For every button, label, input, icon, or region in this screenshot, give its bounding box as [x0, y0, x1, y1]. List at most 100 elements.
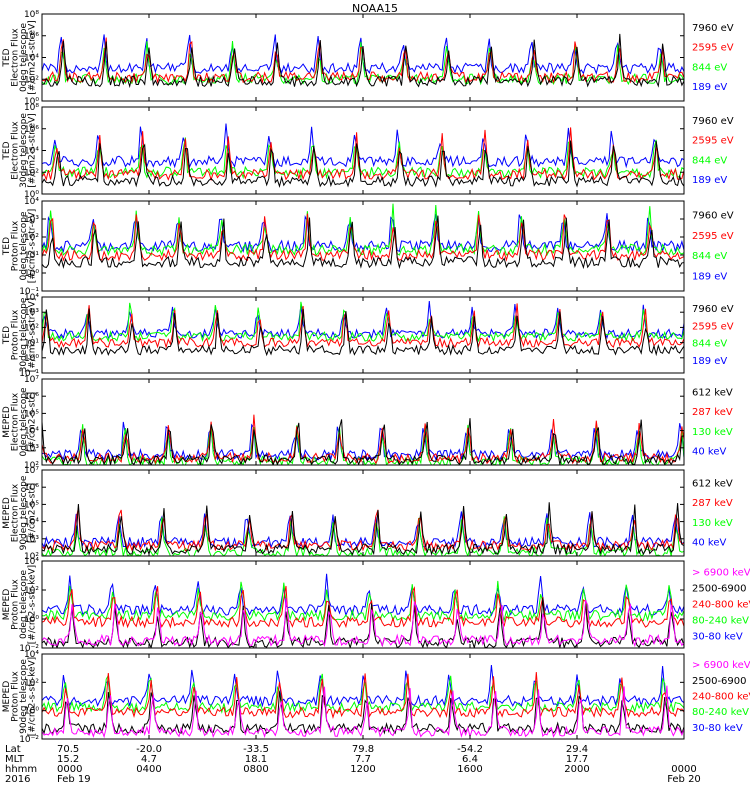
panel-5-ytick-label: 10⁵	[24, 409, 39, 419]
panel-2-ytick-label: 10²	[24, 168, 39, 178]
x-mlt-value: 4.7	[141, 754, 157, 765]
panel-2-legend-3: 844 eV	[692, 155, 727, 166]
panel-8-legend-2: 2500-6900	[692, 676, 747, 687]
x-hhmm-value: 1200	[350, 764, 375, 775]
panel-1-legend-1: 7960 eV	[692, 23, 734, 34]
panel-8-ytick-label: 10²	[24, 678, 39, 688]
panel-8-series-2	[42, 691, 684, 736]
x-date-value: Feb 19	[57, 774, 91, 785]
x-lat-value: 29.4	[566, 744, 588, 755]
panel-8-series-3	[42, 672, 684, 719]
x-mlt-value: 6.4	[462, 754, 478, 765]
panel-6-ytick-label: 10⁶	[24, 483, 39, 493]
panel-6-legend-4: 40 keV	[692, 537, 726, 548]
panel-3-frame	[41, 200, 685, 292]
panel-3-ytick-label: 10²	[24, 233, 39, 243]
panel-7-legend-1: > 6900 keV	[692, 567, 750, 578]
panels: 10⁰ 10² 10⁴ 10⁶ 10⁸ TEDElectron Flux0deg tele…	[2, 10, 750, 745]
figure-title: NOAA15	[352, 2, 398, 15]
panel-3-ytick-label: 10⁰	[24, 269, 39, 279]
x-hhmm-value: 0800	[243, 764, 268, 775]
panel-2-traces	[42, 123, 684, 188]
x-row-label: MLT	[5, 754, 25, 765]
panel-5-legend-2: 287 keV	[692, 407, 733, 418]
panel-8-legend-4: 80-240 keV	[692, 707, 749, 718]
panel-4-legend-2: 2595 eV	[692, 321, 734, 332]
panel-6-ytick-label: 10⁷	[24, 466, 39, 476]
panel-7-series-5	[42, 573, 684, 617]
x-lat-value: 79.8	[352, 744, 374, 755]
x-row-label: Lat	[5, 744, 21, 755]
panel-2-ytick-label: 10⁴	[24, 147, 39, 157]
panel-7-legend-5: 30-80 keV	[692, 632, 743, 643]
panel-6-ytick-label: 10³	[24, 535, 39, 545]
x-mlt-value: 15.2	[57, 754, 79, 765]
panel-2-series-3	[42, 137, 684, 180]
panel-6-legend-2: 287 keV	[692, 498, 733, 509]
panel-5-legend-1: 612 keV	[692, 388, 733, 399]
panel-7-ytick-label: 10⁴	[24, 557, 39, 567]
panel-6-series-2	[42, 507, 684, 553]
panel-8-ylabel: MEPEDProton Flux90deg telescope[#/cm2-s-…	[2, 657, 38, 736]
panel-3-ytick-label: 10⁻¹	[19, 287, 39, 297]
panel-5-ylabel: MEPEDElectron Flux0deg telescope[#/cm2-s…	[2, 387, 38, 457]
panel-5-ytick-label: 10³	[24, 444, 39, 454]
panel-3-legend-4: 189 eV	[692, 272, 727, 283]
panel-3-legend-3: 844 eV	[692, 251, 727, 262]
panel-4-legend-3: 844 eV	[692, 339, 727, 350]
panel-7-series-3	[42, 585, 684, 629]
panel-5: 10² 10³ 10⁴ 10⁵ 10⁶ 10⁷ MEPEDElectron Flux0deg…	[2, 375, 733, 471]
panel-7-ytick-label: 10²	[24, 586, 39, 596]
panel-1-ytick-label: 10⁶	[24, 32, 39, 42]
panel-1-series-1	[42, 33, 684, 89]
panel-3-legend-1: 7960 eV	[692, 210, 734, 221]
panel-3-ytick-label: 10³	[24, 215, 39, 225]
panel-8-series-1	[42, 685, 684, 739]
panel-6-ytick-label: 10⁴	[24, 518, 39, 528]
panel-4-ytick-label: 10¹	[24, 339, 39, 349]
panel-5-legend-3: 130 keV	[692, 427, 733, 438]
panel-3-traces	[42, 203, 684, 270]
panel-7-legend-4: 80-240 keV	[692, 616, 749, 627]
x-row-label: hhmm	[5, 764, 37, 775]
panel-2-ylabel: TEDElectron Flux30deg telescope[#/cm2-s-…	[2, 113, 38, 188]
panel-4-ylabel: TEDProton Flux30deg telescope[#/cm2-s-st…	[2, 297, 38, 372]
panel-8-legend-1: > 6900 keV	[692, 660, 750, 671]
panel-1-ylabel: TEDElectron Flux0deg telescope[#/cm2-s-s…	[2, 20, 38, 95]
panel-5-series-4	[42, 421, 684, 462]
panel-8-ytick-label: 10⁰	[24, 707, 39, 717]
panel-7-legend-3: 240-800 keV	[692, 600, 750, 611]
panel-5-ytick-label: 10⁷	[24, 375, 39, 385]
x-row-label: 2016	[5, 774, 30, 785]
panel-1-ytick-label: 10²	[24, 75, 39, 85]
panel-7-legend-2: 2500-6900	[692, 583, 747, 594]
panel-6-ylabel: MEPEDElectron Flux90deg telescope[#/cm2-…	[2, 475, 38, 550]
panel-1-ytick-label: 10⁴	[24, 54, 39, 64]
panel-3-series-3	[42, 203, 684, 257]
panel-1-legend-4: 189 eV	[692, 82, 727, 93]
panel-8-ytick-label: 10⁻²	[19, 735, 39, 745]
panel-4-series-4	[42, 301, 684, 340]
panel-2-ytick-label: 10⁸	[24, 103, 39, 113]
panel-3-series-2	[42, 213, 684, 263]
panel-7-traces	[42, 573, 684, 648]
panel-4-series-1	[42, 308, 684, 357]
panel-4-ytick-label: 10⁴	[24, 293, 39, 303]
panel-3-series-1	[42, 215, 684, 270]
panel-6-legend-3: 130 keV	[692, 518, 733, 529]
panel-8-legend-5: 30-80 keV	[692, 723, 743, 734]
panel-2-legend-1: 7960 eV	[692, 116, 734, 127]
x-lat-value: -33.5	[243, 744, 269, 755]
x-mlt-value: 17.7	[566, 754, 588, 765]
panel-2-ytick-label: 10⁶	[24, 125, 39, 135]
panel-4-legend-1: 7960 eV	[692, 304, 734, 315]
panel-8-series-4	[42, 673, 684, 714]
panel-5-traces	[42, 414, 684, 465]
x-hhmm-value: 0000	[57, 764, 82, 775]
panel-5-series-2	[42, 414, 684, 465]
